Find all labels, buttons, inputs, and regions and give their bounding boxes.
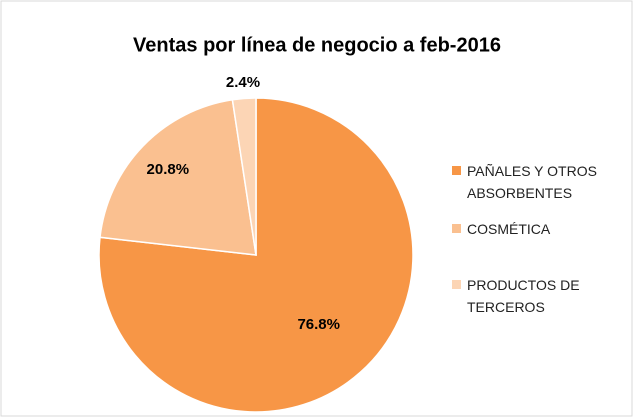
pie-slice — [231, 97, 257, 256]
legend-swatch — [452, 166, 461, 175]
data-label: 76.8% — [297, 316, 340, 333]
legend-item: PRODUCTOS DE TERCEROS — [452, 274, 612, 318]
legend-item: PAÑALES Y OTROS ABSORBENTES — [452, 160, 612, 204]
data-label: 20.8% — [147, 161, 190, 178]
legend-item: COSMÉTICA — [452, 218, 612, 240]
data-label: 2.4% — [226, 74, 260, 91]
legend-label: PRODUCTOS DE TERCEROS — [467, 277, 580, 315]
chart-title: Ventas por línea de negocio a feb-2016 — [133, 34, 501, 56]
legend-label: COSMÉTICA — [467, 221, 551, 237]
pie-slice — [99, 98, 257, 256]
legend-label: PAÑALES Y OTROS ABSORBENTES — [467, 163, 597, 201]
legend-swatch — [452, 224, 461, 233]
legend-swatch — [452, 280, 461, 289]
